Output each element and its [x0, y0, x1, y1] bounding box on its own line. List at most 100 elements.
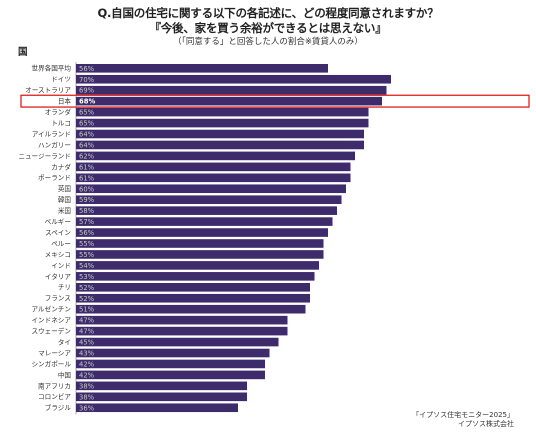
bar	[76, 162, 351, 172]
bar	[76, 359, 265, 369]
value-label: 64%	[79, 131, 95, 139]
value-label: 36%	[79, 404, 95, 412]
bar	[76, 315, 288, 325]
category-label: 英国	[58, 184, 72, 193]
bar	[76, 206, 337, 215]
category-label: カナダ	[51, 162, 71, 171]
source-company: イプソス株式会社	[458, 420, 514, 428]
bar	[76, 370, 265, 380]
category-label: 南アフリカ	[38, 381, 71, 390]
value-label: 55%	[79, 251, 95, 259]
category-label: 世界各国平均	[31, 64, 71, 73]
category-label: インドネシア	[31, 317, 71, 325]
bar	[76, 129, 364, 139]
category-label: アルゼンチン	[32, 305, 72, 314]
category-label: オランダ	[45, 108, 72, 117]
highlight-box	[20, 94, 530, 108]
category-label: インド	[51, 262, 71, 270]
bar	[76, 107, 369, 117]
bar	[76, 250, 324, 259]
value-label: 61%	[79, 163, 95, 171]
respondent-note: （「同意する」と回答した人の割合※賃貸人のみ）	[173, 37, 363, 47]
value-label: 53%	[79, 273, 95, 281]
bar	[76, 239, 324, 248]
category-label: チリ	[58, 284, 71, 292]
bar	[76, 304, 306, 314]
bar	[76, 74, 391, 84]
category-label: オーストラリア	[25, 87, 71, 95]
value-label: 57%	[79, 218, 95, 226]
value-label: 52%	[79, 284, 95, 292]
value-label: 38%	[79, 382, 95, 390]
value-label: 64%	[79, 141, 95, 149]
category-label: 米国	[58, 206, 72, 215]
bar	[76, 217, 333, 226]
bar	[76, 195, 342, 204]
category-label: 韓国	[58, 195, 72, 204]
source-survey: 「イプソス住宅モニター2025」	[412, 411, 514, 419]
value-label: 69%	[79, 87, 95, 95]
bar	[76, 326, 288, 336]
category-label: ポーランド	[38, 174, 71, 182]
value-label: 62%	[79, 152, 95, 160]
value-label: 65%	[79, 109, 95, 117]
bar	[76, 140, 364, 150]
category-label: アイルランド	[32, 130, 71, 138]
category-label: メキシコ	[45, 251, 71, 259]
category-label: ドイツ	[51, 76, 71, 84]
bar	[76, 293, 310, 303]
bar	[76, 118, 369, 128]
y-axis-title: 国	[18, 47, 28, 58]
category-label: タイ	[58, 337, 71, 346]
bar	[76, 261, 319, 270]
value-label: 61%	[79, 174, 95, 182]
value-label: 55%	[79, 240, 95, 248]
value-label: 42%	[79, 371, 95, 379]
bar	[76, 85, 387, 95]
bar	[76, 348, 270, 358]
category-label: トルコ	[51, 119, 71, 127]
value-label: 47%	[79, 328, 95, 336]
category-label: 中国	[58, 370, 72, 379]
value-label: 70%	[79, 76, 95, 84]
bar	[76, 381, 247, 391]
category-label: スペイン	[45, 229, 71, 237]
value-label: 47%	[79, 317, 95, 325]
category-label: イタリア	[45, 272, 72, 281]
category-label: ブラジル	[45, 403, 72, 412]
value-label: 68%	[79, 98, 95, 106]
value-label: 59%	[79, 196, 95, 204]
bar	[76, 228, 328, 237]
category-label: フランス	[45, 295, 71, 303]
bar	[76, 272, 315, 281]
bar	[76, 151, 355, 161]
category-label: 日本	[58, 97, 72, 106]
category-label: ベルギー	[45, 218, 71, 226]
question-title: Q.自国の住宅に関する以下の各記述に、どの程度同意されますか？	[97, 6, 439, 20]
bar	[76, 337, 279, 347]
value-label: 42%	[79, 360, 95, 368]
value-label: 54%	[79, 262, 95, 270]
statement-subtitle: 『今後、家を買う余裕ができるとは思えない』	[149, 21, 387, 35]
category-label: コロンビア	[38, 392, 71, 401]
bar	[76, 96, 382, 106]
value-label: 65%	[79, 120, 95, 128]
bar	[76, 184, 346, 194]
category-label: スウェーデン	[31, 327, 71, 336]
bar	[76, 64, 328, 73]
category-label: マレーシア	[38, 349, 71, 357]
bar	[76, 392, 247, 402]
value-label: 52%	[79, 295, 95, 303]
bar	[76, 173, 351, 183]
value-label: 60%	[79, 185, 95, 193]
category-label: ペルー	[51, 240, 71, 248]
value-label: 38%	[79, 393, 95, 401]
bar	[76, 403, 238, 413]
value-label: 56%	[79, 229, 95, 237]
category-label: ハンガリー	[38, 140, 71, 149]
value-label: 45%	[79, 339, 95, 347]
category-label: ニュージーランド	[18, 152, 71, 160]
value-label: 58%	[79, 207, 95, 215]
category-label: シンガポール	[31, 359, 71, 368]
value-label: 43%	[79, 350, 95, 358]
